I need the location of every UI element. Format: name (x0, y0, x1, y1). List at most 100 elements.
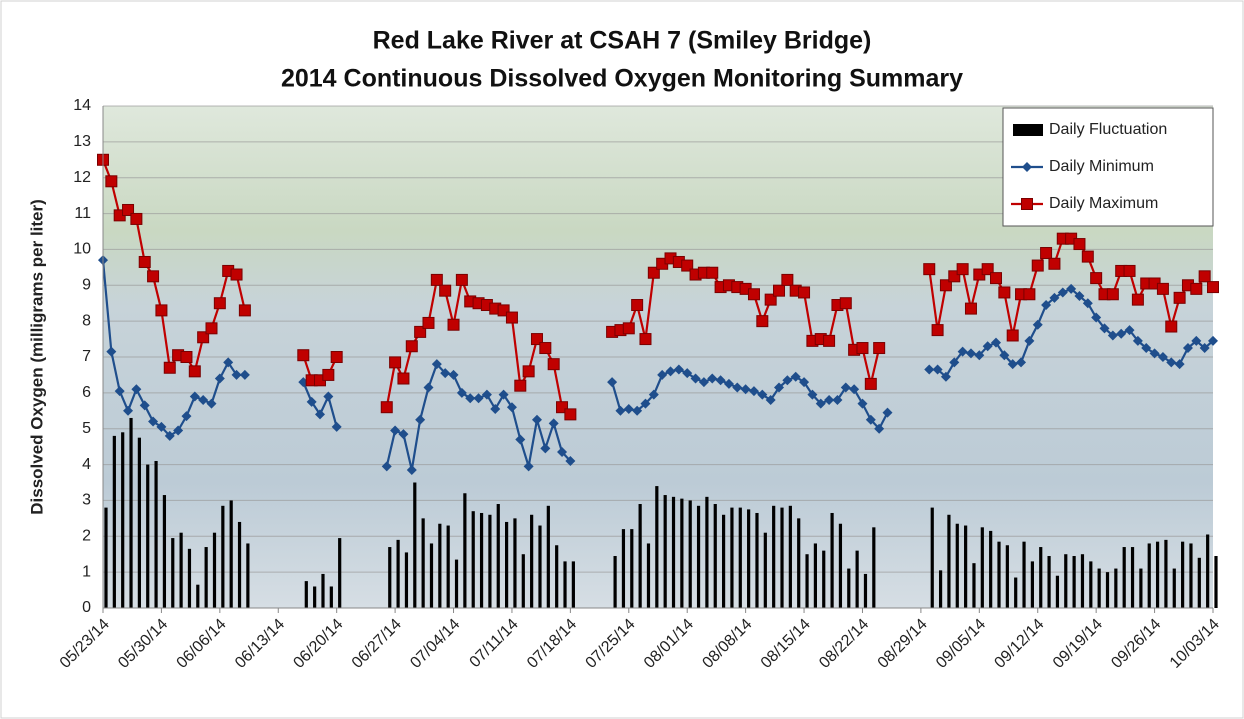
bar (472, 511, 475, 608)
bar (822, 551, 825, 608)
marker (189, 366, 200, 377)
bar (1064, 554, 1067, 608)
bar (513, 518, 516, 608)
bar (622, 529, 625, 608)
y-axis-label: Dissolved Oxygen (milligrams per liter) (27, 199, 46, 515)
marker (932, 325, 943, 336)
chart-title: 2014 Continuous Dissolved Oxygen Monitor… (281, 65, 963, 93)
bar (839, 524, 842, 608)
legend-label: Daily Fluctuation (1049, 121, 1167, 138)
marker (782, 274, 793, 285)
marker (1082, 251, 1093, 262)
bar (814, 543, 817, 608)
bar (530, 515, 533, 608)
bar (1164, 540, 1167, 608)
bar (171, 538, 174, 608)
bar (705, 497, 708, 608)
bar (780, 508, 783, 608)
bar (981, 527, 984, 608)
bar (572, 561, 575, 608)
marker (1191, 283, 1202, 294)
bar (430, 543, 433, 608)
marker (181, 352, 192, 363)
chart: Red Lake River at CSAH 7 (Smiley Bridge)… (0, 0, 1244, 719)
marker (381, 402, 392, 413)
marker (148, 271, 159, 282)
bar (1073, 556, 1076, 608)
bar (1056, 576, 1059, 608)
bar (956, 524, 959, 608)
y-tick-label: 12 (73, 169, 91, 186)
marker (406, 341, 417, 352)
legend-label: Daily Minimum (1049, 158, 1154, 175)
bar (647, 543, 650, 608)
marker (164, 362, 175, 373)
bar (1106, 572, 1109, 608)
y-tick-label: 2 (82, 528, 91, 545)
marker (1091, 273, 1102, 284)
y-tick-label: 11 (74, 205, 91, 222)
y-tick-label: 8 (82, 312, 91, 329)
bar (830, 513, 833, 608)
marker (965, 303, 976, 314)
bar (463, 493, 466, 608)
bar (931, 508, 934, 608)
bar (1173, 569, 1176, 608)
y-tick-label: 4 (82, 456, 91, 473)
bar (321, 574, 324, 608)
marker (239, 305, 250, 316)
bar (1114, 569, 1117, 608)
bar (1214, 556, 1217, 608)
marker (857, 343, 868, 354)
marker (865, 378, 876, 389)
bar (739, 508, 742, 608)
bar (480, 513, 483, 608)
bar (747, 509, 750, 608)
marker (1174, 292, 1185, 303)
marker (440, 285, 451, 296)
y-tick-label: 14 (73, 97, 91, 114)
marker (540, 343, 551, 354)
marker (1032, 260, 1043, 271)
bar (129, 418, 132, 608)
bar (146, 465, 149, 608)
y-tick-label: 3 (82, 492, 91, 509)
bar (1031, 561, 1034, 608)
bar (613, 556, 616, 608)
bar (246, 543, 249, 608)
marker (623, 323, 634, 334)
marker (1007, 330, 1018, 341)
bar (338, 538, 341, 608)
bar (672, 497, 675, 608)
bar (697, 506, 700, 608)
marker (1199, 271, 1210, 282)
marker (548, 359, 559, 370)
marker (640, 334, 651, 345)
bar (1039, 547, 1042, 608)
bar (388, 547, 391, 608)
bar (563, 561, 566, 608)
marker (1022, 199, 1033, 210)
bar (997, 542, 1000, 608)
marker (323, 369, 334, 380)
marker (1049, 258, 1060, 269)
marker (156, 305, 167, 316)
bar (205, 547, 208, 608)
bar (121, 432, 124, 608)
bar (847, 569, 850, 608)
bar (722, 515, 725, 608)
bar (655, 486, 658, 608)
y-tick-label: 0 (82, 599, 91, 616)
bar (1006, 545, 1009, 608)
bar (313, 586, 316, 608)
bar (680, 499, 683, 608)
bar (689, 500, 692, 608)
bar (196, 585, 199, 608)
legend-swatch (1013, 124, 1043, 136)
bar (1181, 542, 1184, 608)
legend: Daily FluctuationDaily MinimumDaily Maxi… (1003, 108, 1213, 226)
bar (772, 506, 775, 608)
y-tick-label: 10 (73, 241, 91, 258)
bar (947, 515, 950, 608)
marker (1166, 321, 1177, 332)
